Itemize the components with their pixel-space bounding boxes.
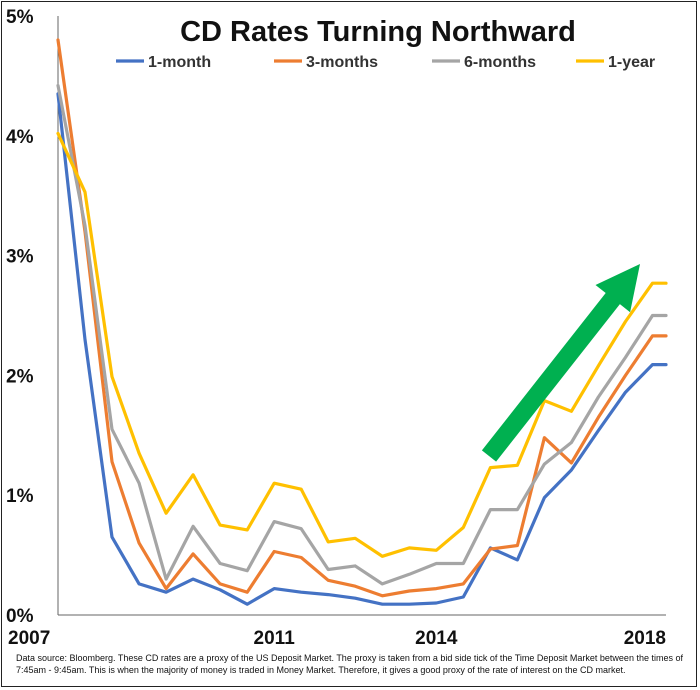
axes: 0% 1% 2% 3% 4% 5% 2007 2011 2014 2018: [6, 7, 666, 649]
legend-label-3-months: 3-months: [306, 54, 378, 71]
y-tick-label: 3%: [6, 247, 34, 268]
x-tick-label: 2014: [415, 628, 458, 649]
data-source-note: Data source: Bloomberg. These CD rates a…: [16, 653, 683, 675]
y-tick-label: 0%: [6, 606, 34, 627]
series-line-3-months: [56, 38, 668, 598]
y-tick-label: 2%: [6, 366, 34, 387]
y-tick-label: 5%: [6, 7, 34, 28]
series-lines: [56, 38, 668, 606]
y-tick-label: 4%: [6, 127, 34, 148]
series-line-1-year: [56, 131, 668, 558]
legend-label-6-months: 6-months: [464, 54, 536, 71]
trend-arrow-annotation: [481, 264, 640, 462]
series-line-1-month: [56, 92, 668, 606]
y-tick-label: 1%: [6, 486, 34, 507]
legend-label-1-year: 1-year: [608, 54, 655, 71]
legend: 1-month 3-months 6-months 1-year: [116, 54, 655, 71]
chart-title: CD Rates Turning Northward: [180, 16, 576, 48]
green-arrow-icon: [481, 264, 640, 462]
x-tick-label: 2011: [254, 628, 296, 649]
x-tick-label: 2018: [624, 628, 666, 649]
series-line-6-months: [56, 83, 668, 586]
x-tick-label: 2007: [8, 628, 50, 649]
legend-label-1-month: 1-month: [148, 54, 211, 71]
